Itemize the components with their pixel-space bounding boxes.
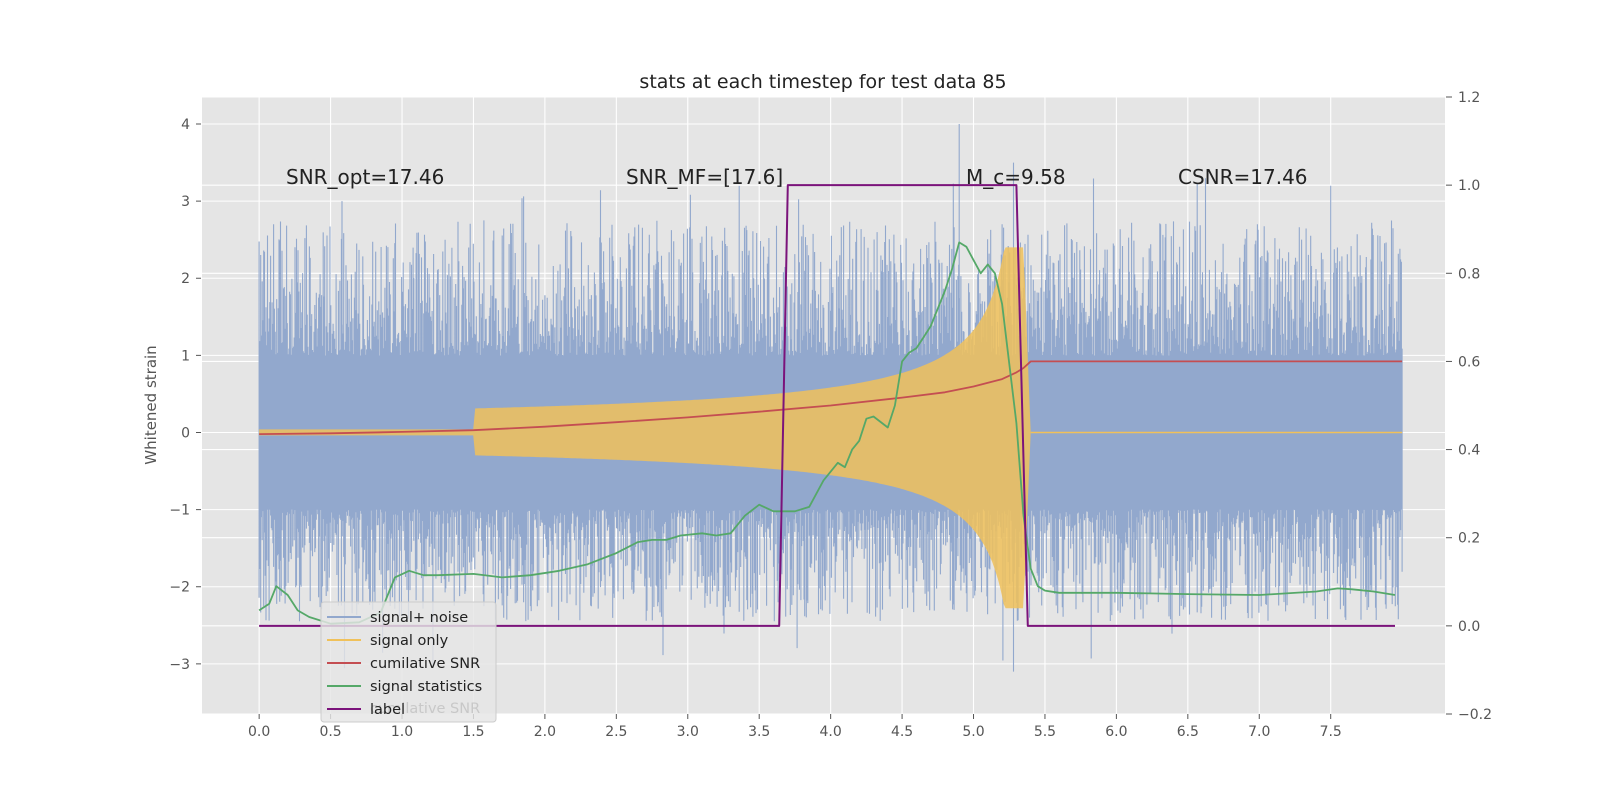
- legend-label-label: label: [370, 702, 405, 718]
- legend-ghost-text: cumilative SNR: [370, 701, 480, 717]
- y-axis-ticks: −3 −2 −1 0 1 2 3 4: [169, 117, 201, 673]
- series-line-signal-statistics: [258, 241, 1396, 625]
- annotation-snr-mf: SNR_MF=[17.6]: [626, 165, 783, 189]
- annotation-mc: M_c=9.58: [966, 165, 1066, 189]
- x-tick-label-3: 1.5: [462, 724, 484, 740]
- legend-box: [320, 601, 497, 723]
- x-tick-label-4: 2.0: [534, 724, 556, 740]
- x-tick-label-2: 1.0: [391, 724, 413, 740]
- y-tick-label-3: 0: [181, 425, 190, 441]
- y2-axis-ticks: −0.2 0.0 0.2 0.4 0.6 0.8 1.0 1.2: [1446, 90, 1492, 723]
- line-series-layer: [258, 184, 1403, 627]
- y-tick-label-2: −1: [169, 503, 190, 519]
- legend-label-signal-statistics: signal statistics: [370, 679, 482, 695]
- annotations-layer: SNR_opt=17.46 SNR_MF=[17.6] M_c=9.58 CSN…: [286, 165, 1308, 189]
- legend-label-signal-only: signal only: [370, 633, 449, 649]
- y-tick-label-4: 1: [181, 348, 190, 364]
- x-tick-label-9: 4.5: [891, 724, 913, 740]
- y-tick-label-1: −2: [169, 580, 190, 596]
- x-tick-label-13: 6.5: [1177, 724, 1199, 740]
- y2-tick-label-1: 0.0: [1458, 619, 1480, 635]
- y2-tick-label-7: 1.2: [1458, 90, 1480, 106]
- chirp-envelope: [259, 247, 1031, 609]
- chart-title: stats at each timestep for test data 85: [639, 71, 1006, 93]
- signal-only-series: [259, 247, 1403, 609]
- legend-label-cumulative-snr: cumilative SNR: [370, 656, 480, 672]
- y-tick-label-7: 4: [181, 117, 190, 133]
- x-tick-label-11: 5.5: [1034, 724, 1056, 740]
- y2-tick-label-4: 0.6: [1458, 354, 1480, 370]
- y2-tick-label-2: 0.2: [1458, 531, 1480, 547]
- series-line-label: [259, 184, 1395, 627]
- y2-tick-label-5: 0.8: [1458, 266, 1480, 282]
- x-axis-ticks: 0.0 0.5 1.0 1.5 2.0 2.5 3.0 3.5 4.0 4.5 5.0 5.5 6.0 6…: [248, 714, 1342, 740]
- y-tick-label-6: 3: [181, 194, 190, 210]
- y2-tick-label-3: 0.4: [1458, 443, 1480, 459]
- x-tick-label-1: 0.5: [319, 724, 341, 740]
- x-tick-label-15: 7.5: [1320, 724, 1342, 740]
- x-tick-label-6: 3.0: [677, 724, 699, 740]
- x-tick-label-10: 5.0: [962, 724, 984, 740]
- y-tick-label-5: 2: [181, 271, 190, 287]
- x-tick-label-7: 3.5: [748, 724, 770, 740]
- annotation-snr-opt: SNR_opt=17.46: [286, 165, 444, 189]
- y2-tick-label-6: 1.0: [1458, 178, 1480, 194]
- x-tick-label-5: 2.5: [605, 724, 627, 740]
- x-tick-label-12: 6.0: [1105, 724, 1127, 740]
- y-tick-label-0: −3: [169, 657, 190, 673]
- annotation-csnr: CSNR=17.46: [1178, 165, 1308, 189]
- x-tick-label-8: 4.0: [820, 724, 842, 740]
- legend: cumilative SNR signal+ noise signal only…: [320, 601, 497, 723]
- x-tick-label-14: 7.0: [1248, 724, 1270, 740]
- series-line-cumilative-snr: [259, 360, 1403, 435]
- x-tick-label-0: 0.0: [248, 724, 270, 740]
- legend-label-signal-noise: signal+ noise: [370, 610, 468, 626]
- y2-tick-label-0: −0.2: [1458, 707, 1492, 723]
- y-axis-label: Whitened strain: [142, 345, 160, 464]
